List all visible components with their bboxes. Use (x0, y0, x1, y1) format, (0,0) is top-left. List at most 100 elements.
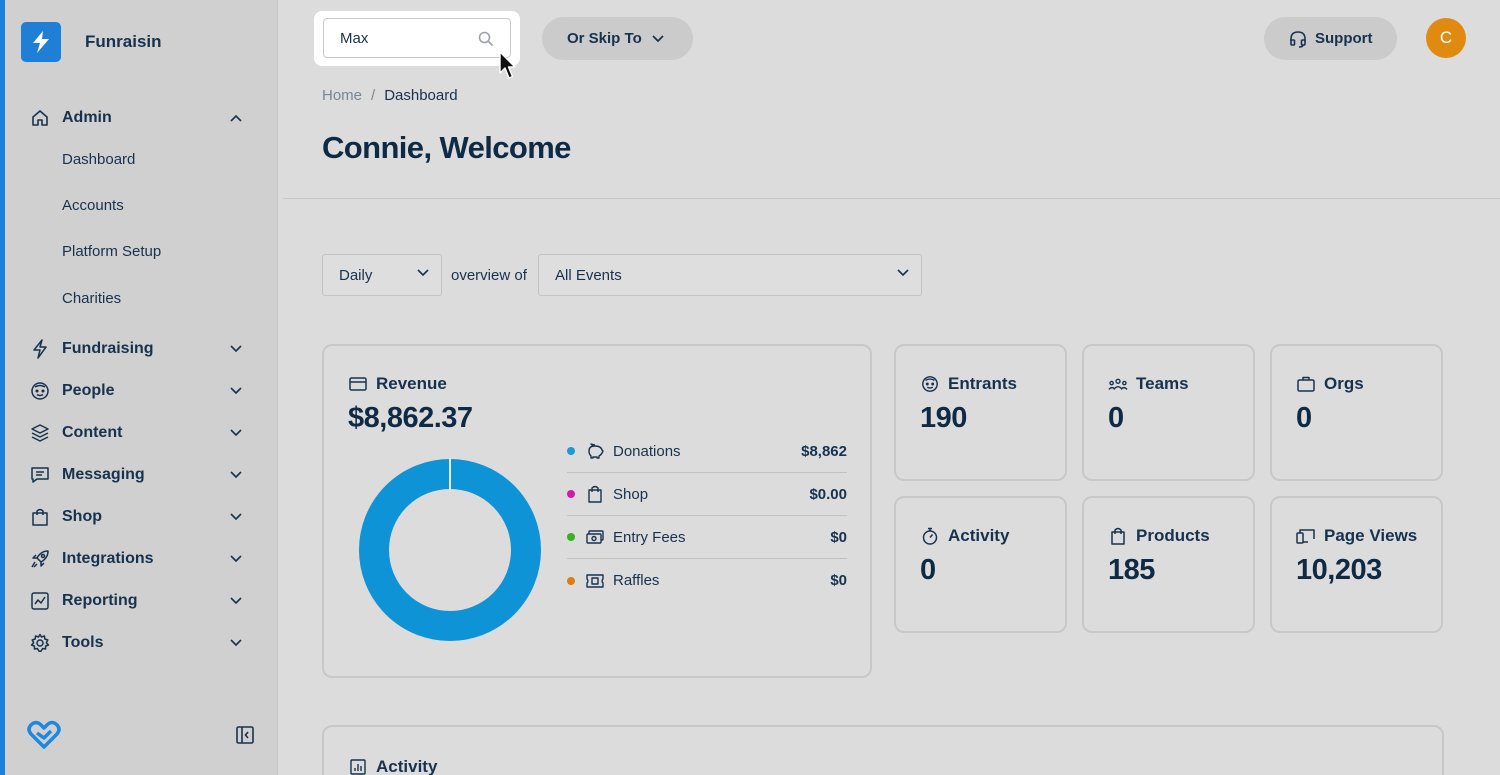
stat-label: Page Views (1324, 526, 1418, 545)
legend-row-raffles: Raffles $0 (567, 559, 847, 602)
sidebar-item-tools[interactable]: Tools (5, 625, 278, 661)
stat-label: Products (1136, 526, 1210, 545)
support-button[interactable]: Support (1264, 17, 1397, 60)
ticket-icon (585, 571, 605, 591)
chevron-down-icon[interactable] (229, 510, 243, 524)
rocket-icon (29, 548, 51, 570)
shopping-bag-icon (1108, 526, 1128, 546)
stat-card-entrants[interactable]: Entrants 190 (894, 344, 1067, 481)
chevron-down-icon[interactable] (229, 426, 243, 440)
page-title: Connie, Welcome (322, 130, 571, 165)
legend-label: Raffles (613, 572, 660, 589)
brand-name: Funraisin (85, 32, 162, 51)
search-box[interactable] (323, 18, 511, 58)
legend-value: $8,862 (801, 442, 847, 460)
headset-icon (1289, 30, 1307, 48)
sidebar: Funraisin Admin Dashboard Accounts Platf… (5, 0, 278, 775)
sidebar-item-fundraising[interactable]: Fundraising (5, 331, 278, 367)
legend-row-shop: Shop $0.00 (567, 473, 847, 516)
bar-chart-icon (348, 757, 368, 775)
sidebar-item-people[interactable]: People (5, 373, 278, 409)
stat-card-header: Products (1108, 526, 1210, 546)
shopping-bag-icon (29, 506, 51, 528)
chevron-down-icon[interactable] (229, 468, 243, 482)
legend-dot (567, 490, 575, 498)
period-select[interactable]: Daily (322, 254, 442, 296)
stat-card-teams[interactable]: Teams 0 (1082, 344, 1255, 481)
sidebar-item-admin[interactable]: Admin (5, 100, 278, 136)
stat-card-header: Teams (1108, 374, 1189, 394)
stat-card-header: Orgs (1296, 374, 1364, 394)
sidebar-item-label: Messaging (62, 466, 145, 483)
legend-row-donations: Donations $8,862 (567, 430, 847, 473)
legend-value: $0 (830, 528, 847, 546)
mouse-cursor-icon (498, 51, 518, 86)
revenue-card-header: Revenue (348, 374, 447, 394)
sidebar-item-reporting[interactable]: Reporting (5, 583, 278, 619)
face-icon (920, 374, 940, 394)
legend-row-entry-fees: Entry Fees $0 (567, 516, 847, 559)
legend-value: $0 (830, 572, 847, 589)
devices-icon (1296, 526, 1316, 546)
chevron-down-icon[interactable] (229, 342, 243, 356)
stat-card-header: Entrants (920, 374, 1017, 394)
revenue-card: Revenue $8,862.37 Donations $8,862 Shop (322, 344, 872, 678)
stat-card-activity[interactable]: Activity 0 (894, 496, 1067, 633)
activity-panel: Activity (322, 725, 1444, 775)
cash-icon (585, 527, 605, 547)
sidebar-subitem-platform-setup[interactable]: Platform Setup (62, 243, 162, 260)
legend-dot (567, 576, 575, 585)
chevron-down-icon[interactable] (229, 552, 243, 566)
sidebar-item-label: Shop (62, 508, 102, 525)
sidebar-subitem-accounts[interactable]: Accounts (62, 197, 124, 214)
sidebar-item-label: People (62, 382, 115, 399)
breadcrumb-home[interactable]: Home (322, 87, 363, 104)
bolt-logo-icon (21, 22, 61, 62)
stat-value: 0 (920, 554, 936, 586)
stat-card-products[interactable]: Products 185 (1082, 496, 1255, 633)
sidebar-item-messaging[interactable]: Messaging (5, 457, 278, 493)
skip-to-dropdown[interactable]: Or Skip To (542, 17, 693, 60)
chevron-down-icon[interactable] (229, 636, 243, 650)
sidebar-item-integrations[interactable]: Integrations (5, 541, 278, 577)
team-icon (1108, 374, 1128, 394)
breadcrumb: Home / Dashboard (322, 87, 458, 104)
chevron-down-icon (897, 269, 909, 277)
legend-dot (567, 533, 575, 541)
stat-value: 0 (1108, 402, 1124, 434)
face-icon (29, 380, 51, 402)
briefcase-icon (1296, 374, 1316, 394)
user-avatar[interactable]: C (1426, 18, 1466, 58)
stat-value: 190 (920, 402, 967, 434)
chevron-up-icon[interactable] (229, 111, 243, 125)
search-input[interactable] (324, 19, 474, 57)
legend-value: $0.00 (809, 485, 847, 503)
period-select-value: Daily (339, 266, 373, 284)
sidebar-subitem-charities[interactable]: Charities (62, 290, 122, 307)
sidebar-item-content[interactable]: Content (5, 415, 278, 451)
search-icon[interactable] (478, 31, 494, 52)
revenue-title: Revenue (376, 374, 447, 393)
sidebar-subitem-dashboard[interactable]: Dashboard (62, 151, 136, 168)
chevron-down-icon[interactable] (229, 384, 243, 398)
stat-value: 10,203 (1296, 554, 1382, 586)
sidebar-item-label: Fundraising (62, 340, 154, 357)
stat-label: Activity (948, 526, 1010, 545)
revenue-total: $8,862.37 (348, 402, 473, 434)
event-select[interactable]: All Events (538, 254, 922, 296)
revenue-legend: Donations $8,862 Shop $0.00 Entry Fees $… (567, 430, 847, 602)
chevron-down-icon[interactable] (229, 594, 243, 608)
sidebar-item-shop[interactable]: Shop (5, 499, 278, 535)
stat-card-header: Page Views (1296, 526, 1417, 546)
stat-card-page-views[interactable]: Page Views 10,203 (1270, 496, 1443, 633)
heart-logo-icon[interactable] (27, 720, 61, 755)
collapse-sidebar-icon[interactable] (236, 726, 254, 749)
donut-ring (359, 459, 541, 641)
stat-card-header: Activity (920, 526, 1009, 546)
stat-card-orgs[interactable]: Orgs 0 (1270, 344, 1443, 481)
brand[interactable]: Funraisin (21, 22, 162, 62)
legend-label: Shop (613, 485, 649, 503)
breadcrumb-separator: / (371, 87, 376, 104)
revenue-donut-chart (359, 458, 541, 641)
breadcrumb-current: Dashboard (384, 87, 458, 104)
